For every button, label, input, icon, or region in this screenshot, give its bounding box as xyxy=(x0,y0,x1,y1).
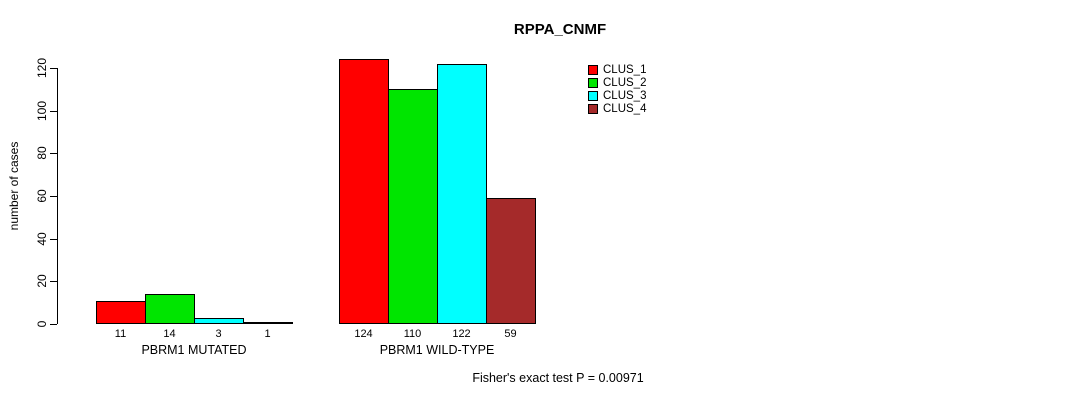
legend-swatch-icon xyxy=(588,90,598,101)
y-axis-tick-label: 120 xyxy=(35,57,49,79)
bar-value-label: 3 xyxy=(215,328,222,340)
bar-clus-2-pbrm1-wild-type xyxy=(388,89,438,324)
legend-item-clus-1: CLUS_1 xyxy=(588,63,646,76)
bar-value-label: 11 xyxy=(114,328,127,340)
group-label-pbrm1-wild-type: PBRM1 WILD-TYPE xyxy=(379,343,495,357)
legend: CLUS_1 CLUS_2 CLUS_3 CLUS_4 xyxy=(588,63,646,115)
bar-value-label: 1 xyxy=(264,328,271,340)
y-axis-tick xyxy=(50,153,57,155)
group-label-pbrm1-mutated: PBRM1 MUTATED xyxy=(141,343,247,357)
fisher-test-annotation: Fisher's exact test P = 0.00971 xyxy=(472,371,644,385)
y-axis-tick-label: 60 xyxy=(35,189,49,203)
bar-clus-4-pbrm1-wild-type xyxy=(486,198,536,324)
bar-value-label: 14 xyxy=(163,328,176,340)
y-axis-tick xyxy=(50,110,57,112)
y-axis-tick-label: 20 xyxy=(35,274,49,289)
y-axis-tick-label: 100 xyxy=(35,100,49,121)
y-axis-tick xyxy=(50,281,57,283)
y-axis-line xyxy=(57,68,58,324)
legend-item-clus-4: CLUS_4 xyxy=(588,102,646,115)
y-axis-tick-label: 0 xyxy=(35,320,49,328)
bar-clus-2-pbrm1-mutated xyxy=(145,294,195,324)
y-axis-tick xyxy=(50,238,57,240)
legend-label: CLUS_2 xyxy=(603,76,647,89)
bar-clus-4-pbrm1-mutated xyxy=(243,321,293,324)
y-axis-tick xyxy=(50,324,57,325)
bar-value-label: 124 xyxy=(354,328,373,340)
legend-item-clus-2: CLUS_2 xyxy=(588,76,646,89)
bar-value-label: 59 xyxy=(504,328,517,340)
chart-title: RPPA_CNMF xyxy=(513,21,607,38)
legend-label: CLUS_3 xyxy=(603,89,647,102)
legend-label: CLUS_1 xyxy=(603,63,647,76)
legend-swatch-icon xyxy=(588,103,598,114)
bar-clus-3-pbrm1-mutated xyxy=(194,317,244,324)
legend-label: CLUS_4 xyxy=(603,102,647,115)
y-axis-tick xyxy=(50,196,57,197)
bar-value-label: 122 xyxy=(452,328,471,340)
legend-swatch-icon xyxy=(588,77,598,88)
bar-clus-1-pbrm1-mutated xyxy=(96,300,146,324)
legend-item-clus-3: CLUS_3 xyxy=(588,89,646,102)
y-axis-tick-label: 40 xyxy=(35,231,49,246)
legend-swatch-icon xyxy=(588,64,598,75)
bar-clus-3-pbrm1-wild-type xyxy=(437,63,487,324)
bar-clus-1-pbrm1-wild-type xyxy=(339,59,389,324)
bar-value-label: 110 xyxy=(403,328,422,340)
y-axis-tick-label: 80 xyxy=(35,146,49,161)
y-axis-tick xyxy=(50,68,57,69)
